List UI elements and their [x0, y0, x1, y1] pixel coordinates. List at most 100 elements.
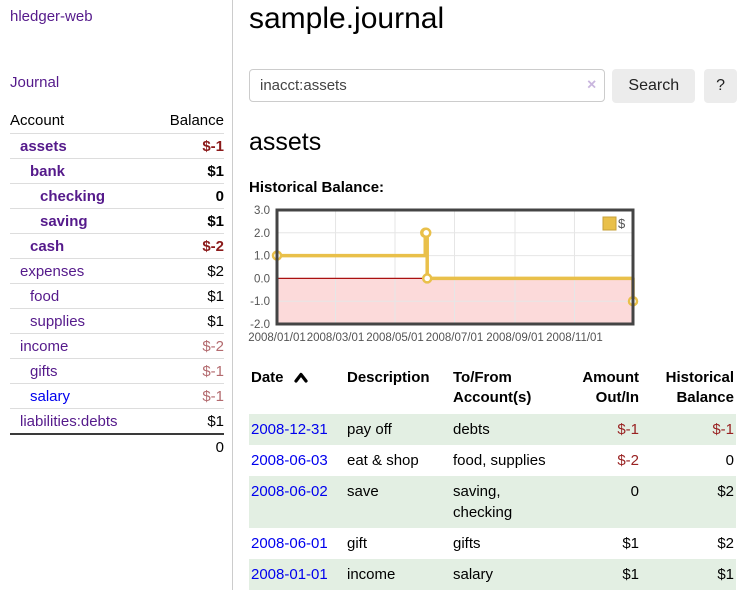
svg-text:3.0: 3.0	[254, 205, 270, 217]
sidebar-account-link[interactable]: food	[10, 288, 59, 305]
accounts-total-row: 0	[10, 434, 224, 459]
register-col-balance: Historical Balance	[641, 364, 736, 415]
account-balance: $1	[207, 213, 224, 230]
register-accounts: gifts	[453, 535, 481, 552]
sidebar: hledger-web Journal Account Balance asse…	[0, 0, 233, 590]
legend-swatch	[603, 217, 616, 230]
accounts-table: Account Balance assets $-1 bank $1 checking 0…	[10, 109, 224, 459]
help-button[interactable]: ?	[704, 69, 737, 103]
accounts-col-account: Account	[10, 109, 152, 134]
chart-title: Historical Balance:	[249, 179, 737, 196]
account-row: saving $1	[10, 209, 224, 234]
search-form: × Search ?	[249, 69, 737, 103]
account-row: income $-2	[10, 334, 224, 359]
account-row: cash $-2	[10, 234, 224, 259]
main: sample.journal × Search ? assets Histori…	[249, 0, 737, 590]
sidebar-account-link[interactable]: assets	[10, 138, 67, 155]
search-button[interactable]: Search	[612, 69, 695, 103]
register-description: pay off	[347, 421, 392, 438]
account-row: gifts $-1	[10, 359, 224, 384]
register-date-link[interactable]: 2008-01-01	[251, 566, 328, 583]
register-balance: 0	[726, 452, 734, 469]
register-amount: $-1	[617, 421, 639, 438]
register-date-link[interactable]: 2008-06-03	[251, 452, 328, 469]
account-row: expenses $2	[10, 259, 224, 284]
sidebar-account-link[interactable]: gifts	[10, 363, 58, 380]
svg-text:0.0: 0.0	[254, 273, 270, 285]
register-date-link[interactable]: 2008-12-31	[251, 421, 328, 438]
svg-text:-1.0: -1.0	[250, 296, 270, 308]
clear-icon[interactable]: ×	[587, 77, 596, 93]
svg-text:1.0: 1.0	[254, 250, 270, 262]
register-description: income	[347, 566, 395, 583]
brand: hledger-web	[10, 8, 224, 26]
account-balance: $-1	[202, 363, 224, 380]
sidebar-account-link[interactable]: bank	[10, 163, 65, 180]
sidebar-account-link[interactable]: liabilities:debts	[10, 413, 118, 430]
account-row: supplies $1	[10, 309, 224, 334]
search-input[interactable]	[249, 69, 605, 102]
svg-text:2008/09/01: 2008/09/01	[486, 332, 544, 344]
register-balance: $-1	[712, 421, 734, 438]
register-amount: 0	[631, 483, 639, 500]
account-balance: 0	[216, 188, 224, 205]
account-row: food $1	[10, 284, 224, 309]
register-description: eat & shop	[347, 452, 419, 469]
register-accounts: salary	[453, 566, 493, 583]
accounts-col-balance: Balance	[152, 109, 224, 134]
page-title: sample.journal	[249, 2, 737, 37]
account-balance: $-1	[202, 388, 224, 405]
sidebar-account-link[interactable]: supplies	[10, 313, 85, 330]
account-balance: $1	[207, 163, 224, 180]
sidebar-account-link[interactable]: checking	[10, 188, 105, 205]
register-date-link[interactable]: 2008-06-01	[251, 535, 328, 552]
svg-text:2.0: 2.0	[254, 227, 270, 239]
account-balance: $1	[207, 288, 224, 305]
register-row: 2008-12-31 pay off debts $-1 $-1	[249, 414, 736, 445]
svg-text:2008/01/01: 2008/01/01	[248, 332, 306, 344]
sidebar-account-link[interactable]: salary	[10, 388, 70, 405]
register-row: 2008-06-02 save saving, checking 0 $2	[249, 476, 736, 528]
register-col-date[interactable]: Date	[249, 364, 345, 415]
register-description: save	[347, 483, 379, 500]
sidebar-account-link[interactable]: expenses	[10, 263, 84, 280]
journal-link[interactable]: Journal	[10, 74, 59, 91]
account-row: liabilities:debts $1	[10, 409, 224, 435]
account-table-body: assets $-1 bank $1 checking 0 saving $1 cash $-2 e…	[10, 134, 224, 460]
register-col-description: Description	[345, 364, 451, 415]
nav-journal: Journal	[10, 74, 224, 92]
account-row: assets $-1	[10, 134, 224, 159]
sidebar-account-link[interactable]: income	[10, 338, 68, 355]
register-col-accounts: To/From Account(s)	[451, 364, 563, 415]
account-balance: $1	[207, 313, 224, 330]
sort-up-icon	[294, 372, 308, 383]
account-balance: $1	[207, 413, 224, 430]
svg-text:2008/11/01: 2008/11/01	[546, 332, 603, 344]
sidebar-account-link[interactable]: cash	[10, 238, 64, 255]
register-col-date-label: Date	[251, 369, 284, 386]
accounts-header-row: Account Balance	[10, 109, 224, 134]
register-amount: $-2	[617, 452, 639, 469]
register-balance: $2	[717, 483, 734, 500]
register-date-link[interactable]: 2008-06-02	[251, 483, 328, 500]
sidebar-account-link[interactable]: saving	[10, 213, 88, 230]
account-balance: $-2	[202, 238, 224, 255]
account-balance: $-2	[202, 338, 224, 355]
account-balance: $-1	[202, 138, 224, 155]
account-balance: $2	[207, 263, 224, 280]
account-row: salary $-1	[10, 384, 224, 409]
register-accounts: debts	[453, 421, 490, 438]
register-accounts: saving, checking	[453, 483, 512, 521]
register-accounts: food, supplies	[453, 452, 546, 469]
register-row: 2008-06-03 eat & shop food, supplies $-2 0	[249, 445, 736, 476]
register-description: gift	[347, 535, 367, 552]
register-balance: $1	[717, 566, 734, 583]
register-table-body: 2008-12-31 pay off debts $-1 $-1 2008-06-03 ea…	[249, 414, 736, 590]
accounts-total: 0	[10, 434, 224, 459]
brand-link[interactable]: hledger-web	[10, 8, 93, 25]
legend-label: $	[618, 216, 626, 231]
register-table: Date Description To/From Account(s) Amou…	[249, 364, 736, 590]
